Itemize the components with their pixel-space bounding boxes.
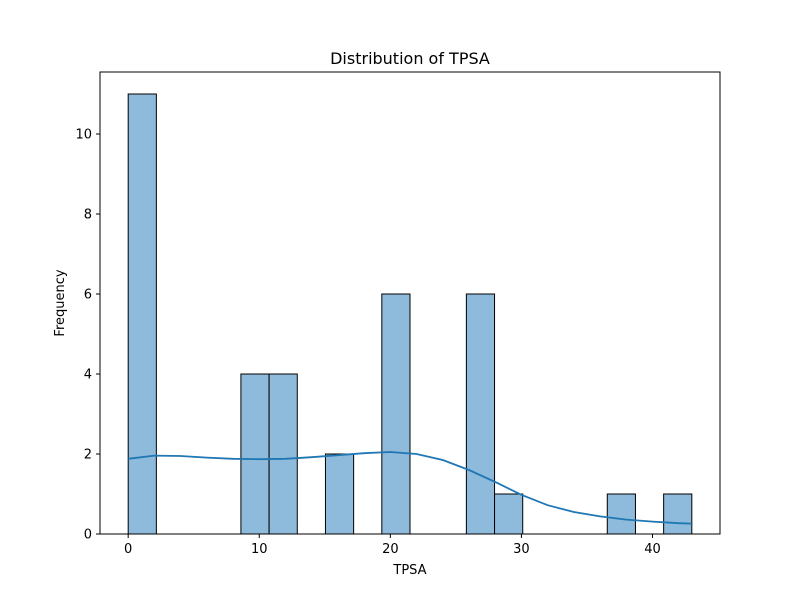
x-tick-label: 40 (644, 542, 661, 557)
bars-group (127, 93, 693, 535)
y-tick-label: 4 (84, 368, 92, 383)
histogram-bar (663, 493, 693, 535)
x-axis-label: TPSA (392, 563, 426, 578)
histogram-bar (127, 93, 157, 535)
kde-group (128, 451, 692, 525)
chart-title: Distribution of TPSA (330, 49, 490, 68)
x-tick-label: 30 (513, 542, 530, 557)
y-tick-label: 0 (84, 528, 92, 543)
y-tick-label: 8 (84, 208, 92, 223)
histogram-bar (324, 453, 355, 535)
x-tick-label: 10 (251, 542, 268, 557)
histogram-bar (268, 373, 298, 535)
x-tick-label: 20 (382, 542, 399, 557)
kde-curve (128, 451, 692, 525)
histogram-bar (240, 373, 270, 535)
y-tick-label: 10 (75, 128, 92, 143)
histogram-bar (381, 293, 411, 535)
x-tick-label: 0 (124, 542, 132, 557)
y-tick-label: 6 (84, 288, 92, 303)
x-axis: 0 10 20 30 40 (124, 534, 661, 557)
y-tick-label: 2 (84, 448, 92, 463)
histogram-bar (494, 493, 524, 535)
y-axis-label: Frequency (53, 269, 68, 336)
y-axis: 0 2 4 6 8 10 (75, 128, 100, 543)
histogram-bar (465, 293, 496, 535)
histogram-bar (606, 493, 636, 535)
